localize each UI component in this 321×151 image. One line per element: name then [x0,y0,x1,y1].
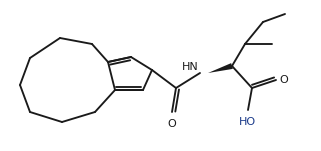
Text: HO: HO [239,117,256,127]
Text: O: O [279,75,288,85]
Polygon shape [208,63,233,73]
Text: HN: HN [182,62,199,72]
Text: O: O [168,119,176,129]
